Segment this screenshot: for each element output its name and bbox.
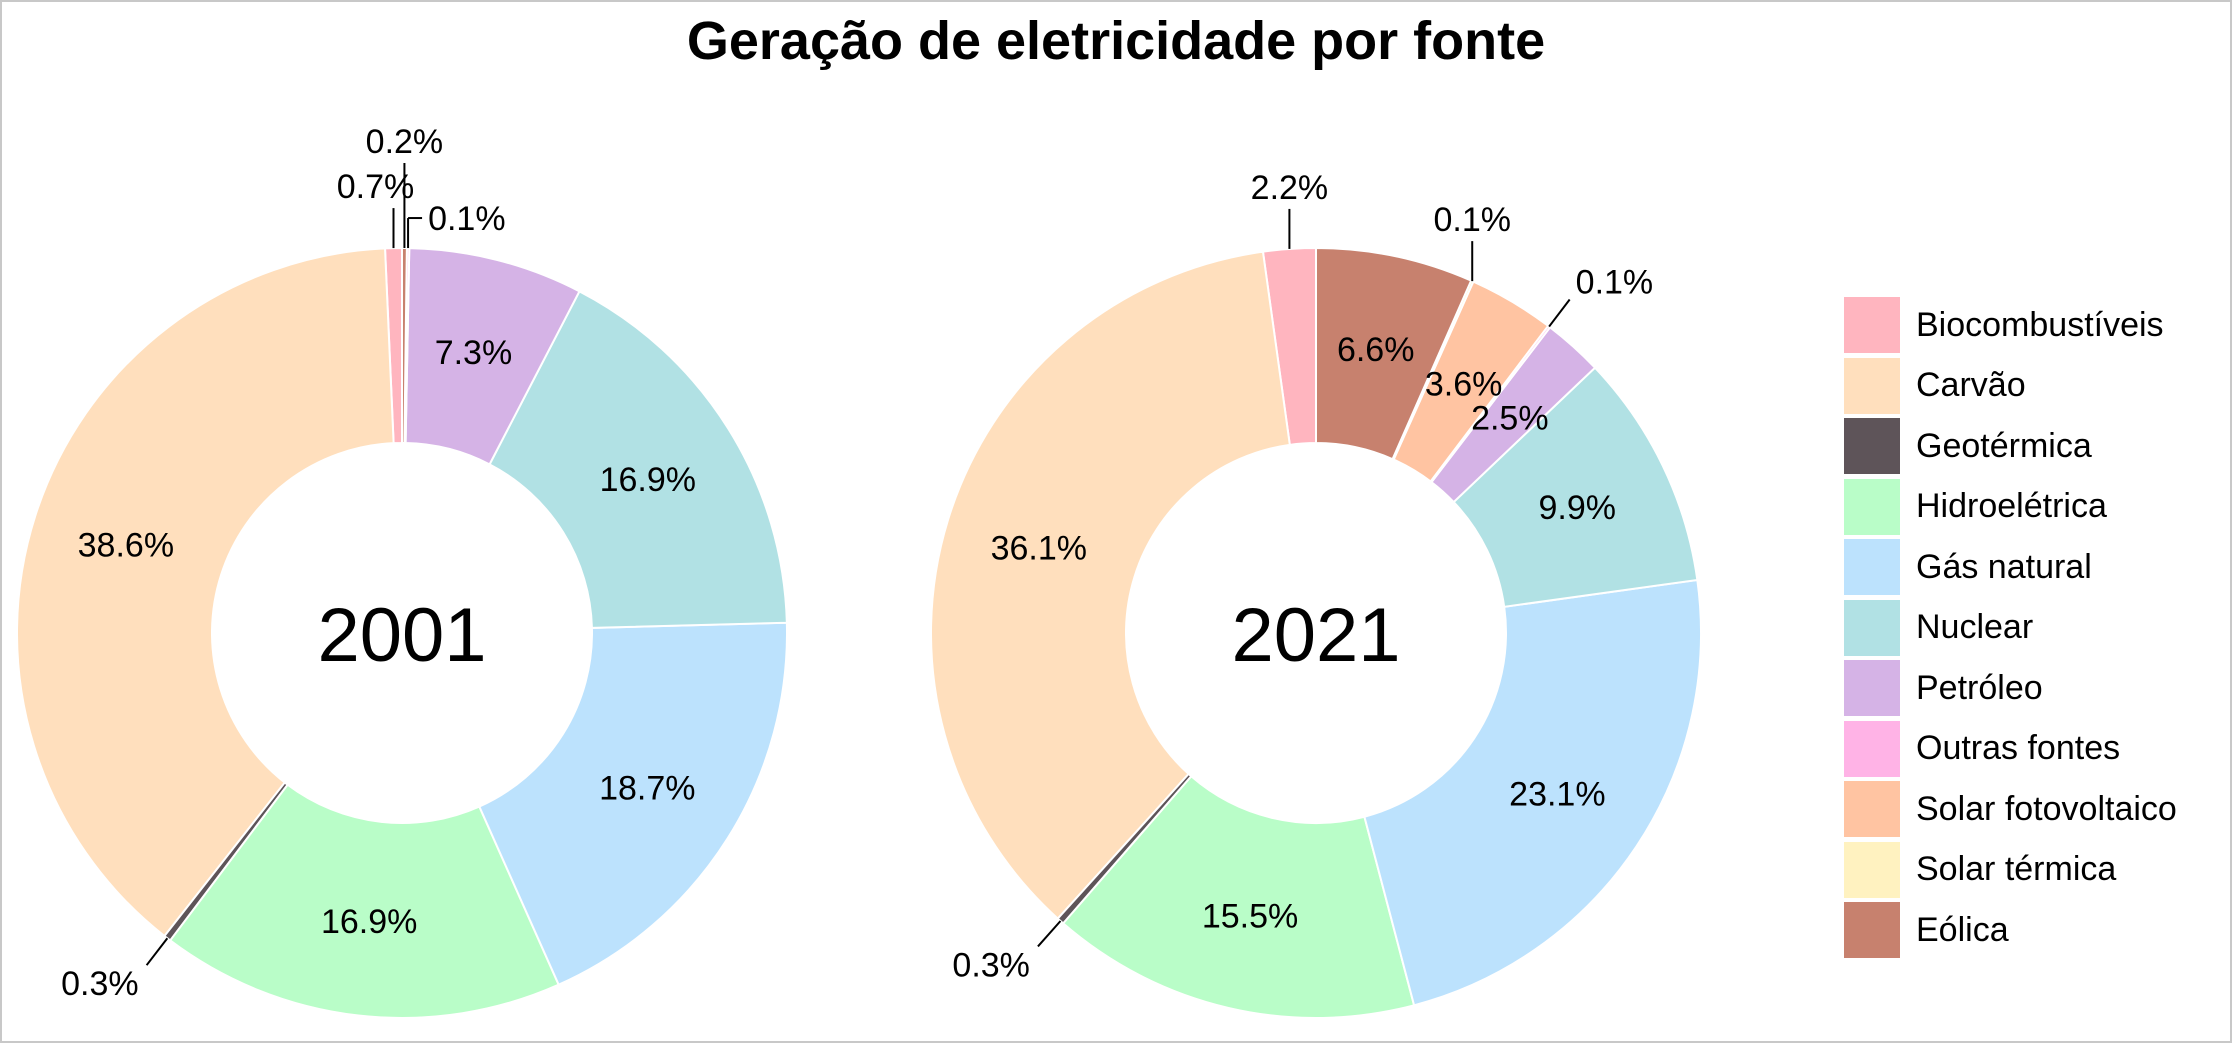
label-2021-carvao: 36.1%	[991, 530, 1087, 568]
leader-2001-outras-fontes	[407, 217, 423, 249]
label-2001-eolica: 0.2%	[366, 123, 444, 161]
legend-swatch	[1844, 539, 1900, 596]
leader-2021-geotermica	[1037, 920, 1062, 948]
legend-label: Nuclear	[1916, 608, 2034, 647]
label-2001-nuclear: 16.9%	[600, 461, 696, 499]
donut-center-label-2021: 2021	[1231, 593, 1400, 678]
label-2001-geotermica: 0.3%	[61, 965, 139, 1003]
leader-2021-outras-fontes	[1548, 298, 1571, 328]
legend-label: Geotérmica	[1916, 426, 2092, 465]
label-2021-solar-fotovoltaico: 3.6%	[1425, 365, 1503, 403]
donut-2021: 2.2% 36.1% 0.3% 15.5% 23.1% 9.9% 2.5% 0.1% 3.6% 0…	[930, 169, 1702, 1020]
label-2021-gas-natural: 23.1%	[1509, 776, 1605, 814]
legend-swatch	[1844, 781, 1900, 838]
legend-label: Hidroelétrica	[1916, 487, 2107, 526]
label-2001-gas-natural: 18.7%	[599, 770, 695, 808]
legend-item-hidroeletrica: Hidroelétrica	[1844, 477, 2228, 538]
label-2021-biocombustiveis: 2.2%	[1251, 169, 1329, 207]
wedge-2021-carvao	[930, 250, 1291, 920]
legend-item-petroleo: Petróleo	[1844, 658, 2228, 719]
legend: Biocombustíveis Carvão Geotérmica Hidroelét…	[1844, 295, 2228, 961]
wedge-2001-carvao	[16, 247, 395, 938]
donut-2001: 0.7% 38.6% 0.3% 16.9% 18.7% 16.9% 7.3% 0.1% 0.2%…	[16, 123, 788, 1019]
label-2021-nuclear: 9.9%	[1538, 489, 1616, 527]
wedge-2001-hidroeletrica	[168, 783, 560, 1019]
legend-swatch	[1844, 660, 1900, 717]
leader-line	[1037, 920, 1062, 948]
legend-item-geotermica: Geotérmica	[1844, 416, 2228, 477]
wedge-2001-eolica	[401, 246, 408, 445]
legend-label: Petróleo	[1916, 668, 2043, 707]
wedge-2001-nuclear	[488, 289, 788, 629]
legend-label: Eólica	[1916, 910, 2009, 949]
chart-title: Geração de eletricidade por fonte	[686, 11, 1546, 71]
legend-swatch	[1844, 297, 1900, 354]
legend-swatch	[1844, 902, 1900, 959]
legend-label: Outras fontes	[1916, 729, 2121, 768]
legend-label: Biocombustíveis	[1916, 305, 2164, 344]
label-2021-hidroeletrica: 15.5%	[1202, 897, 1298, 935]
label-2001-outras-fontes: 0.1%	[428, 200, 506, 238]
legend-item-outras-fontes: Outras fontes	[1844, 719, 2228, 780]
legend-swatch	[1844, 599, 1900, 656]
legend-label: Carvão	[1916, 366, 2026, 405]
legend-item-carvao: Carvão	[1844, 356, 2228, 417]
wedge-2021-gas-natural	[1363, 578, 1702, 1007]
legend-swatch	[1844, 720, 1900, 777]
wedge-2001-gas-natural	[477, 621, 788, 987]
label-2001-petroleo: 7.3%	[435, 334, 513, 372]
legend-label: Solar térmica	[1916, 850, 2117, 889]
label-2001-hidroeletrica: 16.9%	[321, 903, 417, 941]
label-2021-solar-termica: 0.1%	[1433, 201, 1511, 239]
leader-line	[145, 937, 169, 966]
label-2021-geotermica: 0.3%	[952, 946, 1030, 984]
wedge-2021-eolica	[1315, 246, 1473, 461]
legend-swatch	[1844, 478, 1900, 535]
legend-label: Solar fotovoltaico	[1916, 789, 2177, 828]
wedge-2021-hidroeletrica	[1061, 774, 1416, 1020]
label-2001-biocombustiveis: 0.7%	[337, 168, 415, 206]
leader-line	[1548, 298, 1571, 328]
legend-item-solar-fotovoltaico: Solar fotovoltaico	[1844, 779, 2228, 840]
donut-center-label-2001: 2001	[317, 593, 486, 678]
legend-swatch	[1844, 418, 1900, 475]
label-2021-eolica: 6.6%	[1337, 331, 1415, 369]
legend-item-biocombustiveis: Biocombustíveis	[1844, 295, 2228, 356]
legend-item-gas-natural: Gás natural	[1844, 537, 2228, 598]
label-2021-outras-fontes: 0.1%	[1576, 264, 1654, 302]
legend-swatch	[1844, 357, 1900, 414]
legend-item-nuclear: Nuclear	[1844, 598, 2228, 659]
legend-swatch	[1844, 841, 1900, 898]
legend-label: Gás natural	[1916, 547, 2092, 586]
label-2001-carvao: 38.6%	[78, 526, 174, 564]
legend-item-solar-termica: Solar térmica	[1844, 840, 2228, 901]
label-2021-petroleo: 2.5%	[1471, 399, 1549, 437]
leader-2001-geotermica	[145, 937, 169, 966]
legend-item-eolica: Eólica	[1844, 900, 2228, 961]
